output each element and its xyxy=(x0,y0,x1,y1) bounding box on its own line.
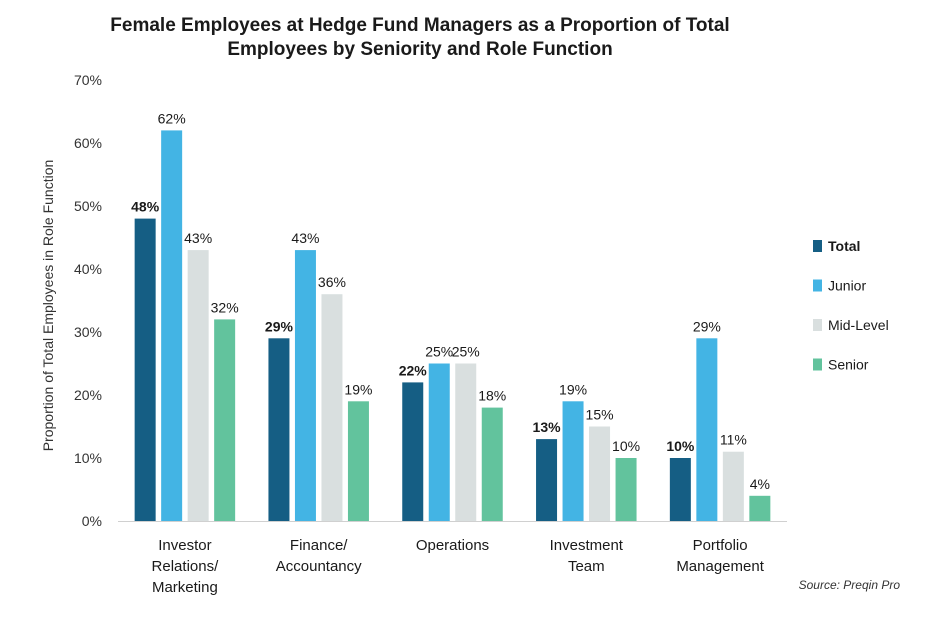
x-tick-label: Management xyxy=(676,558,764,575)
legend-swatch xyxy=(813,358,822,371)
legend-label: Senior xyxy=(828,357,869,373)
y-tick-label: 0% xyxy=(82,513,102,529)
legend-swatch xyxy=(813,319,822,331)
bar-mid-level xyxy=(187,250,209,521)
data-label: 10% xyxy=(612,438,640,454)
legend-label: Junior xyxy=(828,278,866,294)
data-label: 48% xyxy=(131,199,160,215)
bar-total xyxy=(669,458,691,521)
bar-total xyxy=(134,218,156,521)
bar-junior xyxy=(428,363,450,521)
data-label: 43% xyxy=(184,230,212,246)
bar-junior xyxy=(696,338,718,521)
chart-title-line-2: Employees by Seniority and Role Function xyxy=(227,39,613,60)
y-axis-label: Proportion of Total Employees in Role Fu… xyxy=(40,160,56,452)
data-label: 10% xyxy=(666,438,695,454)
bar-senior xyxy=(347,401,369,521)
data-label: 29% xyxy=(265,318,294,334)
bar-junior xyxy=(562,401,584,521)
legend-label: Mid-Level xyxy=(828,317,889,333)
data-label: 19% xyxy=(559,381,587,397)
data-label: 11% xyxy=(720,432,747,448)
source-note: Source: Preqin Pro xyxy=(798,578,900,592)
data-label: 32% xyxy=(211,299,239,315)
x-tick-label: Finance/ xyxy=(290,537,348,554)
chart-title: Female Employees at Hedge Fund Managers … xyxy=(90,14,750,62)
y-tick-label: 10% xyxy=(74,450,102,466)
data-label: 18% xyxy=(478,388,506,404)
x-tick-label: Operations xyxy=(416,537,489,554)
bar-total xyxy=(536,439,558,521)
legend-label: Total xyxy=(828,238,860,254)
legend-swatch xyxy=(813,240,822,252)
bar-mid-level xyxy=(455,363,477,521)
data-label: 4% xyxy=(750,476,770,492)
x-tick-label: Team xyxy=(568,558,605,575)
bar-total xyxy=(268,338,290,521)
data-label: 25% xyxy=(425,344,453,360)
legend-swatch xyxy=(813,279,822,292)
data-label: 29% xyxy=(693,318,721,334)
bar-senior xyxy=(214,319,236,521)
bar-mid-level xyxy=(722,451,744,521)
x-tick-label: Portfolio xyxy=(693,537,748,554)
data-label: 15% xyxy=(586,407,614,423)
bar-mid-level xyxy=(589,426,611,521)
data-label: 25% xyxy=(452,344,480,360)
y-tick-label: 70% xyxy=(74,72,102,88)
bar-junior xyxy=(161,130,183,521)
y-tick-label: 60% xyxy=(74,135,102,151)
bar-senior xyxy=(481,407,503,521)
bar-senior xyxy=(615,458,637,521)
x-tick-label: Accountancy xyxy=(276,558,362,575)
bar-senior xyxy=(749,495,771,521)
y-tick-label: 20% xyxy=(74,387,102,403)
data-label: 36% xyxy=(318,274,346,290)
y-tick-label: 40% xyxy=(74,261,102,277)
y-tick-label: 30% xyxy=(74,324,102,340)
data-label: 43% xyxy=(291,230,319,246)
chart-title-line-1: Female Employees at Hedge Fund Managers … xyxy=(110,15,730,36)
data-label: 13% xyxy=(533,419,562,435)
y-tick-label: 50% xyxy=(74,198,102,214)
x-tick-label: Marketing xyxy=(152,579,218,596)
data-label: 22% xyxy=(399,362,428,378)
data-label: 62% xyxy=(158,110,186,126)
bar-total xyxy=(402,382,424,521)
bar-junior xyxy=(294,250,316,521)
x-tick-label: Relations/ xyxy=(152,558,220,575)
data-label: 19% xyxy=(344,381,372,397)
x-tick-label: Investor xyxy=(158,537,211,554)
bar-mid-level xyxy=(321,294,343,521)
x-tick-label: Investment xyxy=(550,537,624,554)
